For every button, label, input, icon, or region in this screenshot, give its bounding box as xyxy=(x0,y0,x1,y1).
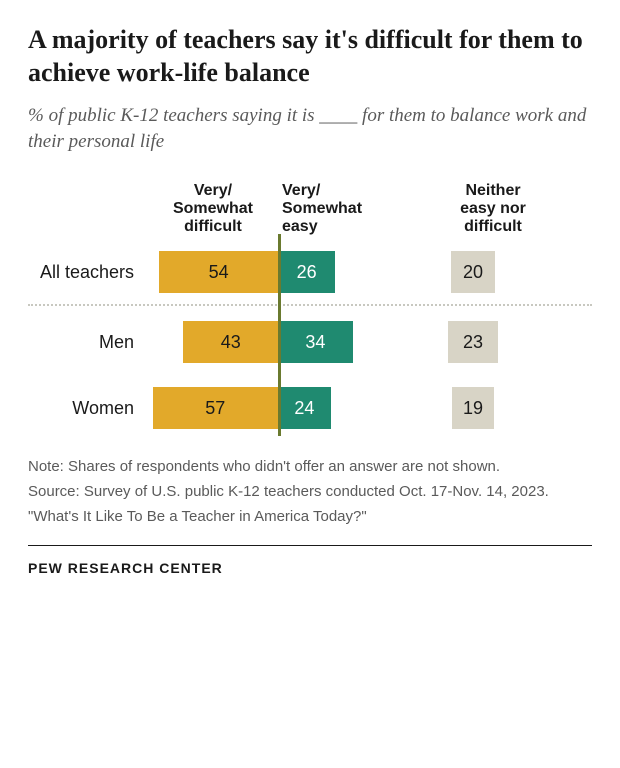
header-neither: Neithereasy nordifficult xyxy=(438,182,548,236)
row-label: All teachers xyxy=(28,262,148,283)
note-line: Source: Survey of U.S. public K-12 teach… xyxy=(28,481,592,502)
neither-area: 23 xyxy=(398,321,548,363)
bar-neither: 19 xyxy=(452,387,494,429)
bar-difficult: 57 xyxy=(153,387,278,429)
header-difficult: Very/Somewhatdifficult xyxy=(148,182,278,236)
bar-easy: 34 xyxy=(278,321,353,363)
bar-difficult: 54 xyxy=(159,251,278,293)
bar-easy: 26 xyxy=(278,251,335,293)
bar-easy: 24 xyxy=(278,387,331,429)
table-row: Women5724 19 xyxy=(28,380,592,436)
row-label: Men xyxy=(28,332,148,353)
bar-neither: 20 xyxy=(451,251,495,293)
bar-neither: 23 xyxy=(448,321,499,363)
neither-area: 20 xyxy=(398,251,548,293)
chart-title: A majority of teachers say it's difficul… xyxy=(28,24,592,89)
bars-area: 4334 xyxy=(148,321,398,363)
neither-area: 19 xyxy=(398,387,548,429)
header-easy: Very/Somewhateasy xyxy=(278,182,398,236)
column-headers: Very/Somewhatdifficult Very/Somewhateasy… xyxy=(28,182,592,236)
footer-rule xyxy=(28,545,592,546)
row-label: Women xyxy=(28,398,148,419)
group-divider xyxy=(28,304,592,306)
bar-difficult: 43 xyxy=(183,321,278,363)
attribution: PEW RESEARCH CENTER xyxy=(28,560,592,576)
bars-area: 5724 xyxy=(148,387,398,429)
axis-line xyxy=(278,234,281,436)
table-row: Men433423 xyxy=(28,314,592,370)
chart-rows: All teachers542620Men433423Women572419 xyxy=(28,244,592,436)
chart-area: Very/Somewhatdifficult Very/Somewhateasy… xyxy=(28,182,592,436)
chart-subtitle: % of public K-12 teachers saying it is _… xyxy=(28,103,592,154)
note-line: "What's It Like To Be a Teacher in Ameri… xyxy=(28,506,592,527)
note-line: Note: Shares of respondents who didn't o… xyxy=(28,456,592,477)
table-row: All teachers542620 xyxy=(28,244,592,300)
bars-area: 5426 xyxy=(148,251,398,293)
